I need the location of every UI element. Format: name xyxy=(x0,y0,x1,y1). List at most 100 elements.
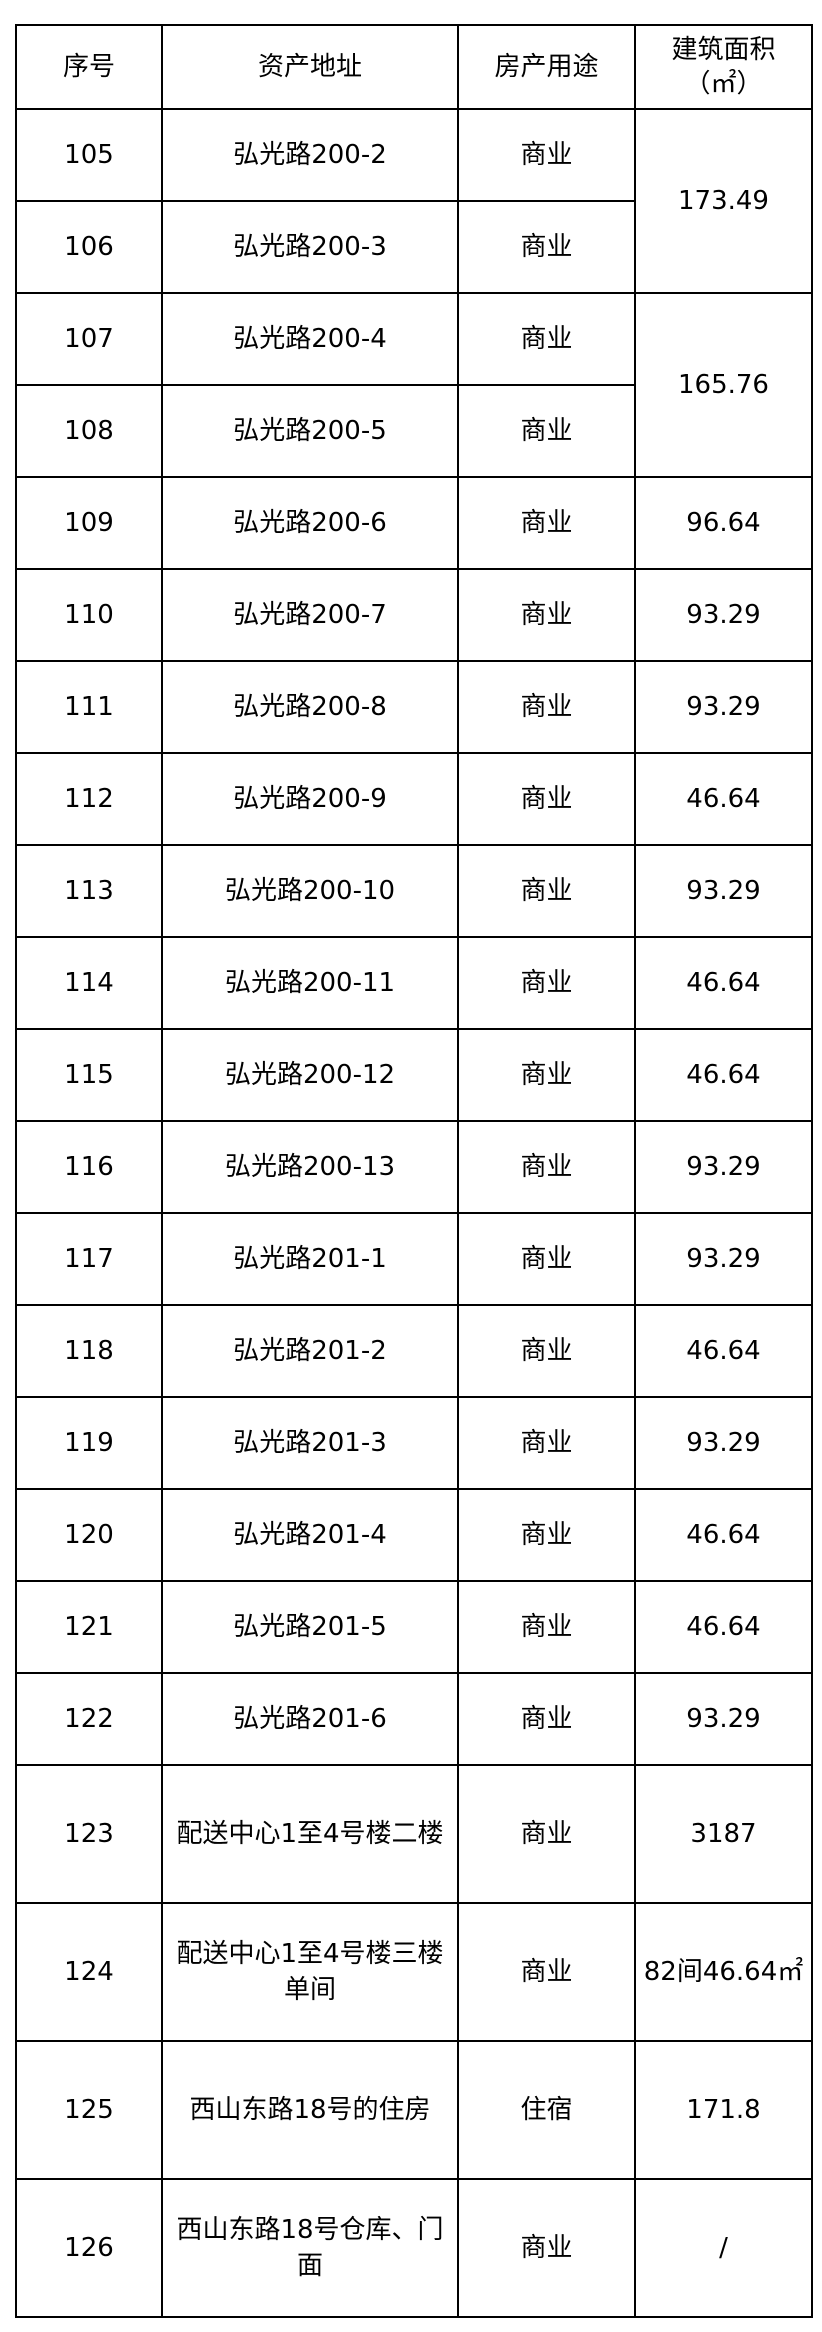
asset-table: 序号 资产地址 房产用途 建筑面积 （㎡） 105 弘光路200-2 商业 173.49… xyxy=(15,24,813,2318)
table-row: 116 弘光路200-13 商业 93.29 xyxy=(15,1120,813,1214)
cell-no: 121 xyxy=(15,1580,163,1674)
header-address: 资产地址 xyxy=(161,24,459,110)
cell-area: 46.64 xyxy=(634,936,813,1030)
cell-address: 弘光路200-13 xyxy=(161,1120,459,1214)
cell-address: 弘光路200-10 xyxy=(161,844,459,938)
cell-address: 弘光路201-2 xyxy=(161,1304,459,1398)
cell-address: 弘光路201-5 xyxy=(161,1580,459,1674)
table-row: 117 弘光路201-1 商业 93.29 xyxy=(15,1212,813,1306)
table-row: 125 西山东路18号的住房 住宿 171.8 xyxy=(15,2040,813,2180)
table-row: 111 弘光路200-8 商业 93.29 xyxy=(15,660,813,754)
cell-address: 弘光路200-9 xyxy=(161,752,459,846)
cell-no: 107 xyxy=(15,292,163,386)
table-row: 121 弘光路201-5 商业 46.64 xyxy=(15,1580,813,1674)
cell-address: 西山东路18号仓库、门面 xyxy=(161,2178,459,2318)
cell-usage: 商业 xyxy=(457,108,636,202)
cell-address: 弘光路201-6 xyxy=(161,1672,459,1766)
cell-no: 124 xyxy=(15,1902,163,2042)
cell-area: 171.8 xyxy=(634,2040,813,2180)
table-row: 120 弘光路201-4 商业 46.64 xyxy=(15,1488,813,1582)
cell-address: 弘光路200-4 xyxy=(161,292,459,386)
table-row: 107 弘光路200-4 商业 165.76 xyxy=(15,292,813,478)
cell-usage: 商业 xyxy=(457,1902,636,2042)
cell-address: 弘光路200-8 xyxy=(161,660,459,754)
cell-usage: 商业 xyxy=(457,752,636,846)
cell-no: 112 xyxy=(15,752,163,846)
cell-area: 96.64 xyxy=(634,476,813,570)
table-row: 106 弘光路200-3 商业 xyxy=(15,200,812,294)
cell-no: 125 xyxy=(15,2040,163,2180)
table-row: 123 配送中心1至4号楼二楼 商业 3187 xyxy=(15,1764,813,1904)
cell-address: 西山东路18号的住房 xyxy=(161,2040,459,2180)
cell-usage: 商业 xyxy=(457,384,636,478)
cell-area: 46.64 xyxy=(634,1580,813,1674)
cell-no: 113 xyxy=(15,844,163,938)
cell-usage: 商业 xyxy=(457,292,636,386)
cell-address: 弘光路200-3 xyxy=(161,200,459,294)
cell-no: 126 xyxy=(15,2178,163,2318)
table-row: 113 弘光路200-10 商业 93.29 xyxy=(15,844,813,938)
cell-area: 46.64 xyxy=(634,1488,813,1582)
cell-area: 173.49 xyxy=(634,108,813,294)
header-no: 序号 xyxy=(15,24,163,110)
cell-address: 弘光路200-7 xyxy=(161,568,459,662)
table-row: 110 弘光路200-7 商业 93.29 xyxy=(15,568,813,662)
cell-area: 3187 xyxy=(634,1764,813,1904)
cell-area: 46.64 xyxy=(634,1304,813,1398)
table-row: 122 弘光路201-6 商业 93.29 xyxy=(15,1672,813,1766)
cell-usage: 住宿 xyxy=(457,2040,636,2180)
table-row: 108 弘光路200-5 商业 xyxy=(15,384,812,478)
cell-area: 82间46.64㎡ xyxy=(634,1902,813,2042)
cell-address: 弘光路200-5 xyxy=(161,384,459,478)
table-row: 115 弘光路200-12 商业 46.64 xyxy=(15,1028,813,1122)
cell-address: 弘光路200-6 xyxy=(161,476,459,570)
cell-usage: 商业 xyxy=(457,660,636,754)
table-row: 119 弘光路201-3 商业 93.29 xyxy=(15,1396,813,1490)
cell-usage: 商业 xyxy=(457,200,636,294)
table-row: 118 弘光路201-2 商业 46.64 xyxy=(15,1304,813,1398)
cell-area: 46.64 xyxy=(634,1028,813,1122)
header-area: 建筑面积 （㎡） xyxy=(634,24,813,110)
cell-usage: 商业 xyxy=(457,1396,636,1490)
cell-address: 配送中心1至4号楼二楼 xyxy=(161,1764,459,1904)
cell-area: 93.29 xyxy=(634,1396,813,1490)
cell-usage: 商业 xyxy=(457,936,636,1030)
cell-usage: 商业 xyxy=(457,1212,636,1306)
cell-area: 93.29 xyxy=(634,1120,813,1214)
cell-usage: 商业 xyxy=(457,2178,636,2318)
cell-usage: 商业 xyxy=(457,1304,636,1398)
cell-usage: 商业 xyxy=(457,476,636,570)
cell-no: 110 xyxy=(15,568,163,662)
cell-area: 93.29 xyxy=(634,844,813,938)
cell-usage: 商业 xyxy=(457,568,636,662)
cell-usage: 商业 xyxy=(457,1028,636,1122)
cell-area: 93.29 xyxy=(634,1672,813,1766)
cell-no: 120 xyxy=(15,1488,163,1582)
cell-address: 弘光路201-3 xyxy=(161,1396,459,1490)
cell-area: 165.76 xyxy=(634,292,813,478)
cell-usage: 商业 xyxy=(457,1580,636,1674)
table-row: 112 弘光路200-9 商业 46.64 xyxy=(15,752,813,846)
cell-area: 93.29 xyxy=(634,568,813,662)
cell-no: 115 xyxy=(15,1028,163,1122)
cell-no: 111 xyxy=(15,660,163,754)
header-area-unit: （㎡） xyxy=(684,69,763,99)
cell-no: 116 xyxy=(15,1120,163,1214)
cell-no: 105 xyxy=(15,108,163,202)
cell-no: 114 xyxy=(15,936,163,1030)
cell-no: 118 xyxy=(15,1304,163,1398)
cell-no: 117 xyxy=(15,1212,163,1306)
header-usage: 房产用途 xyxy=(457,24,636,110)
table-header-row: 序号 资产地址 房产用途 建筑面积 （㎡） xyxy=(15,24,813,110)
table-row: 114 弘光路200-11 商业 46.64 xyxy=(15,936,813,1030)
cell-no: 123 xyxy=(15,1764,163,1904)
cell-address: 配送中心1至4号楼三楼单间 xyxy=(161,1902,459,2042)
cell-address: 弘光路201-1 xyxy=(161,1212,459,1306)
cell-address: 弘光路200-12 xyxy=(161,1028,459,1122)
cell-area: / xyxy=(634,2178,813,2318)
cell-usage: 商业 xyxy=(457,1672,636,1766)
table-row: 105 弘光路200-2 商业 173.49 xyxy=(15,108,813,294)
header-area-label: 建筑面积 xyxy=(671,35,776,65)
table-row: 109 弘光路200-6 商业 96.64 xyxy=(15,476,813,570)
cell-address: 弘光路200-11 xyxy=(161,936,459,1030)
